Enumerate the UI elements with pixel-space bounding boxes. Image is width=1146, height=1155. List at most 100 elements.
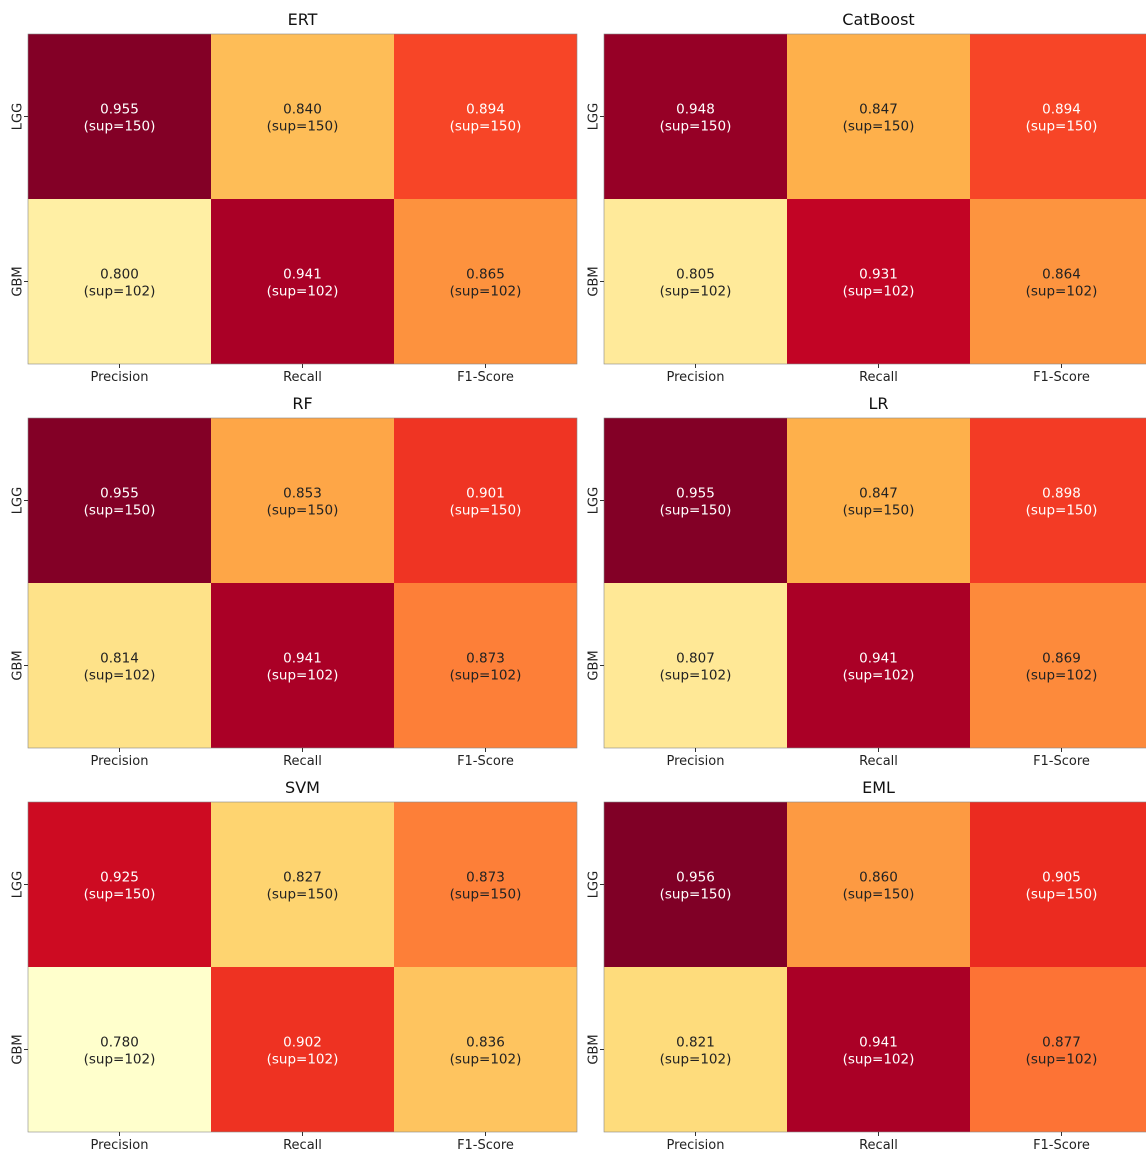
column-tick-label: Precision: [90, 754, 148, 769]
cell-support-label: (sup=102): [660, 1052, 732, 1068]
cell-support-label: (sup=150): [660, 119, 732, 135]
cell-value-label: 0.865: [466, 267, 505, 283]
cell-support-label: (sup=150): [1026, 119, 1098, 135]
panel-title: CatBoost: [842, 10, 914, 29]
cell-value-label: 0.864: [1042, 267, 1081, 283]
row-tick-label: LGG: [587, 871, 602, 898]
row-tick-label: GBM: [11, 266, 26, 296]
cell-support-label: (sup=102): [1026, 1052, 1098, 1068]
cell-value-label: 0.902: [283, 1035, 322, 1051]
cell-value-label: 0.873: [466, 870, 505, 886]
row-tick-label: LGG: [11, 871, 26, 898]
column-tick-label: Recall: [283, 370, 322, 385]
column-tick-label: F1-Score: [1033, 754, 1090, 769]
heatmap-panel-svm: SVM0.925(sup=150)0.827(sup=150)0.873(sup…: [11, 778, 578, 1151]
column-tick-label: Precision: [90, 1138, 148, 1151]
cell-value-label: 0.827: [283, 870, 322, 886]
panel-title: SVM: [285, 778, 320, 797]
cell-support-label: (sup=150): [267, 119, 339, 135]
cell-value-label: 0.877: [1042, 1035, 1081, 1051]
cell-support-label: (sup=150): [450, 503, 522, 519]
cell-support-label: (sup=150): [84, 119, 156, 135]
row-tick-label: LGG: [587, 487, 602, 514]
column-tick-label: Recall: [859, 1138, 898, 1151]
cell-value-label: 0.847: [859, 486, 898, 502]
row-tick-label: GBM: [11, 1034, 26, 1064]
column-tick-label: F1-Score: [1033, 370, 1090, 385]
cell-support-label: (sup=102): [267, 668, 339, 684]
cell-value-label: 0.821: [676, 1035, 715, 1051]
cell-value-label: 0.941: [283, 267, 322, 283]
cell-support-label: (sup=150): [843, 119, 915, 135]
column-tick-label: F1-Score: [457, 1138, 514, 1151]
panel-title: LR: [868, 394, 888, 413]
cell-value-label: 0.905: [1042, 870, 1081, 886]
heatmap-panel-lr: LR0.955(sup=150)0.847(sup=150)0.898(sup=…: [587, 394, 1146, 769]
cell-value-label: 0.941: [859, 1035, 898, 1051]
column-tick-label: Recall: [283, 1138, 322, 1151]
cell-support-label: (sup=150): [450, 119, 522, 135]
column-tick-label: F1-Score: [1033, 1138, 1090, 1151]
panel-title: EML: [862, 778, 895, 797]
cell-support-label: (sup=150): [1026, 503, 1098, 519]
cell-support-label: (sup=102): [267, 284, 339, 300]
cell-value-label: 0.836: [466, 1035, 505, 1051]
cell-value-label: 0.873: [466, 651, 505, 667]
cell-support-label: (sup=102): [267, 1052, 339, 1068]
panel-title: ERT: [288, 10, 318, 29]
row-tick-label: GBM: [587, 650, 602, 680]
cell-support-label: (sup=102): [660, 284, 732, 300]
cell-support-label: (sup=102): [1026, 284, 1098, 300]
cell-support-label: (sup=102): [843, 1052, 915, 1068]
cell-support-label: (sup=102): [450, 1052, 522, 1068]
cell-support-label: (sup=102): [450, 284, 522, 300]
cell-support-label: (sup=102): [84, 284, 156, 300]
cell-support-label: (sup=150): [843, 887, 915, 903]
cell-value-label: 0.956: [676, 870, 715, 886]
column-tick-label: Precision: [90, 370, 148, 385]
column-tick-label: Precision: [666, 1138, 724, 1151]
column-tick-label: Precision: [666, 754, 724, 769]
cell-value-label: 0.860: [859, 870, 898, 886]
cell-support-label: (sup=150): [267, 503, 339, 519]
heatmap-panel-eml: EML0.956(sup=150)0.860(sup=150)0.905(sup…: [587, 778, 1146, 1151]
cell-support-label: (sup=102): [84, 668, 156, 684]
cell-support-label: (sup=102): [843, 284, 915, 300]
cell-value-label: 0.955: [100, 102, 139, 118]
row-tick-label: LGG: [587, 103, 602, 130]
row-tick-label: GBM: [11, 650, 26, 680]
cell-value-label: 0.941: [283, 651, 322, 667]
cell-value-label: 0.955: [100, 486, 139, 502]
cell-value-label: 0.840: [283, 102, 322, 118]
column-tick-label: F1-Score: [457, 754, 514, 769]
cell-support-label: (sup=150): [660, 887, 732, 903]
cell-value-label: 0.894: [466, 102, 505, 118]
cell-value-label: 0.853: [283, 486, 322, 502]
cell-support-label: (sup=102): [843, 668, 915, 684]
cell-value-label: 0.925: [100, 870, 139, 886]
column-tick-label: Recall: [859, 370, 898, 385]
cell-support-label: (sup=102): [660, 668, 732, 684]
heatmap-panel-rf: RF0.955(sup=150)0.853(sup=150)0.901(sup=…: [11, 394, 578, 769]
cell-support-label: (sup=102): [1026, 668, 1098, 684]
cell-value-label: 0.898: [1042, 486, 1081, 502]
cell-value-label: 0.800: [100, 267, 139, 283]
cell-support-label: (sup=150): [660, 503, 732, 519]
row-tick-label: LGG: [11, 103, 26, 130]
cell-value-label: 0.807: [676, 651, 715, 667]
row-tick-label: GBM: [587, 266, 602, 296]
heatmap-panel-catboost: CatBoost0.948(sup=150)0.847(sup=150)0.89…: [587, 10, 1146, 385]
cell-value-label: 0.869: [1042, 651, 1081, 667]
cell-support-label: (sup=150): [84, 503, 156, 519]
cell-value-label: 0.931: [859, 267, 898, 283]
cell-value-label: 0.780: [100, 1035, 139, 1051]
cell-support-label: (sup=150): [84, 887, 156, 903]
heatmap-panel-ert: ERT0.955(sup=150)0.840(sup=150)0.894(sup…: [11, 10, 578, 385]
cell-support-label: (sup=150): [1026, 887, 1098, 903]
cell-value-label: 0.941: [859, 651, 898, 667]
cell-value-label: 0.847: [859, 102, 898, 118]
cell-support-label: (sup=102): [450, 668, 522, 684]
cell-support-label: (sup=102): [84, 1052, 156, 1068]
